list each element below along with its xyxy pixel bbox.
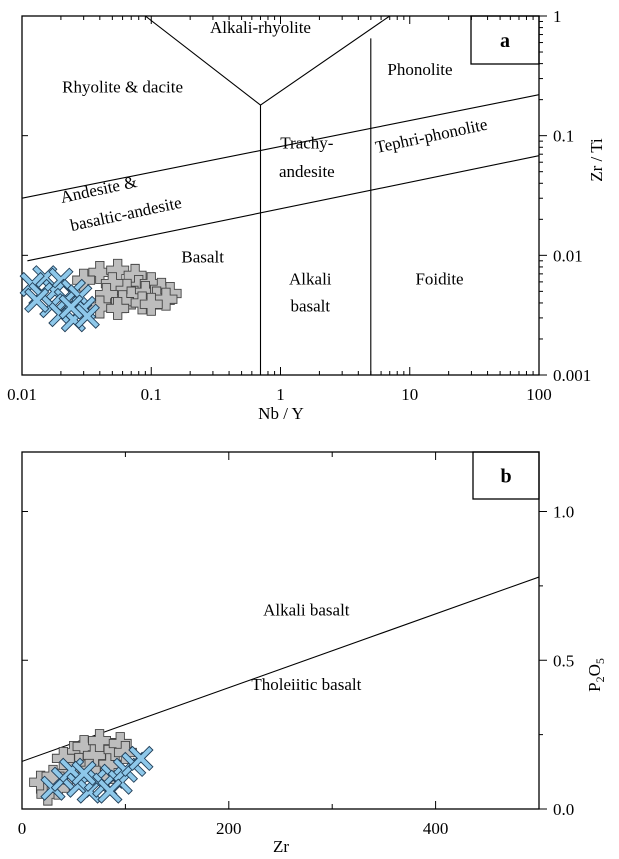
x-tick-label: 0: [18, 819, 27, 838]
field-label: Rhyolite & dacite: [62, 77, 183, 96]
field-boundary-line: [22, 576, 539, 762]
y-tick-label: 1: [553, 7, 562, 26]
x-tick-label: 100: [526, 385, 552, 404]
field-label: Foidite: [415, 270, 463, 289]
field-boundary-line: [22, 94, 539, 199]
field-label: Andesite &: [59, 172, 139, 207]
x-marker: [97, 778, 123, 804]
field-label: Basalt: [181, 248, 224, 267]
plot-frame: [21, 451, 540, 810]
panel-tag-box: [470, 15, 540, 65]
field-label: Tephri-phonolite: [374, 115, 489, 157]
x-tick-label: 0.01: [7, 385, 37, 404]
field-label: andesite: [279, 162, 335, 181]
plus-marker: [139, 292, 163, 316]
plus-marker: [106, 296, 130, 320]
series-x-markers: [40, 745, 154, 804]
field-label: Tholeiitic basalt: [251, 675, 361, 694]
panel-b: b 0 200 400 0.0 0.5 1.0 Zr P2O5 Alkali basalt Thol…: [18, 451, 607, 856]
y-tick-label: 0.1: [553, 127, 574, 146]
x-tick-label: 400: [423, 819, 449, 838]
y-tick-label: 1.0: [553, 503, 574, 522]
x-tick-label: 10: [401, 385, 418, 404]
y-tick-label: 0.001: [553, 366, 591, 385]
y-tick-label: 0.5: [553, 651, 574, 670]
series-plus-markers: [72, 258, 182, 320]
field-label: Trachy-: [280, 134, 334, 153]
panel-tag-label: a: [500, 30, 510, 52]
field-label: Alkali: [289, 270, 332, 289]
x-marker: [58, 294, 84, 320]
field-label: Alkali-rhyolite: [210, 18, 311, 37]
y-axis-label: Zr / Ti: [587, 138, 606, 182]
field-label: basalt: [290, 296, 330, 315]
field-label: Alkali basalt: [263, 601, 350, 620]
x-axis-label: Nb / Y: [258, 404, 304, 423]
series-x-markers: [19, 265, 100, 333]
panel-tag-label: b: [500, 466, 511, 488]
x-marker: [128, 745, 154, 772]
y-axis-label: P2O5: [585, 658, 607, 692]
x-tick-label: 1: [276, 385, 285, 404]
field-label: Phonolite: [387, 60, 452, 79]
panel-tag-box: [472, 451, 540, 500]
x-tick-label: 200: [216, 819, 242, 838]
y-tick-label: 0.0: [553, 800, 574, 819]
x-marker: [24, 287, 50, 314]
x-tick-label: 0.1: [141, 385, 162, 404]
y-tick-label: 0.01: [553, 246, 583, 265]
field-boundary-line: [27, 155, 539, 262]
x-axis-label: Zr: [273, 837, 289, 856]
x-marker: [71, 760, 97, 786]
